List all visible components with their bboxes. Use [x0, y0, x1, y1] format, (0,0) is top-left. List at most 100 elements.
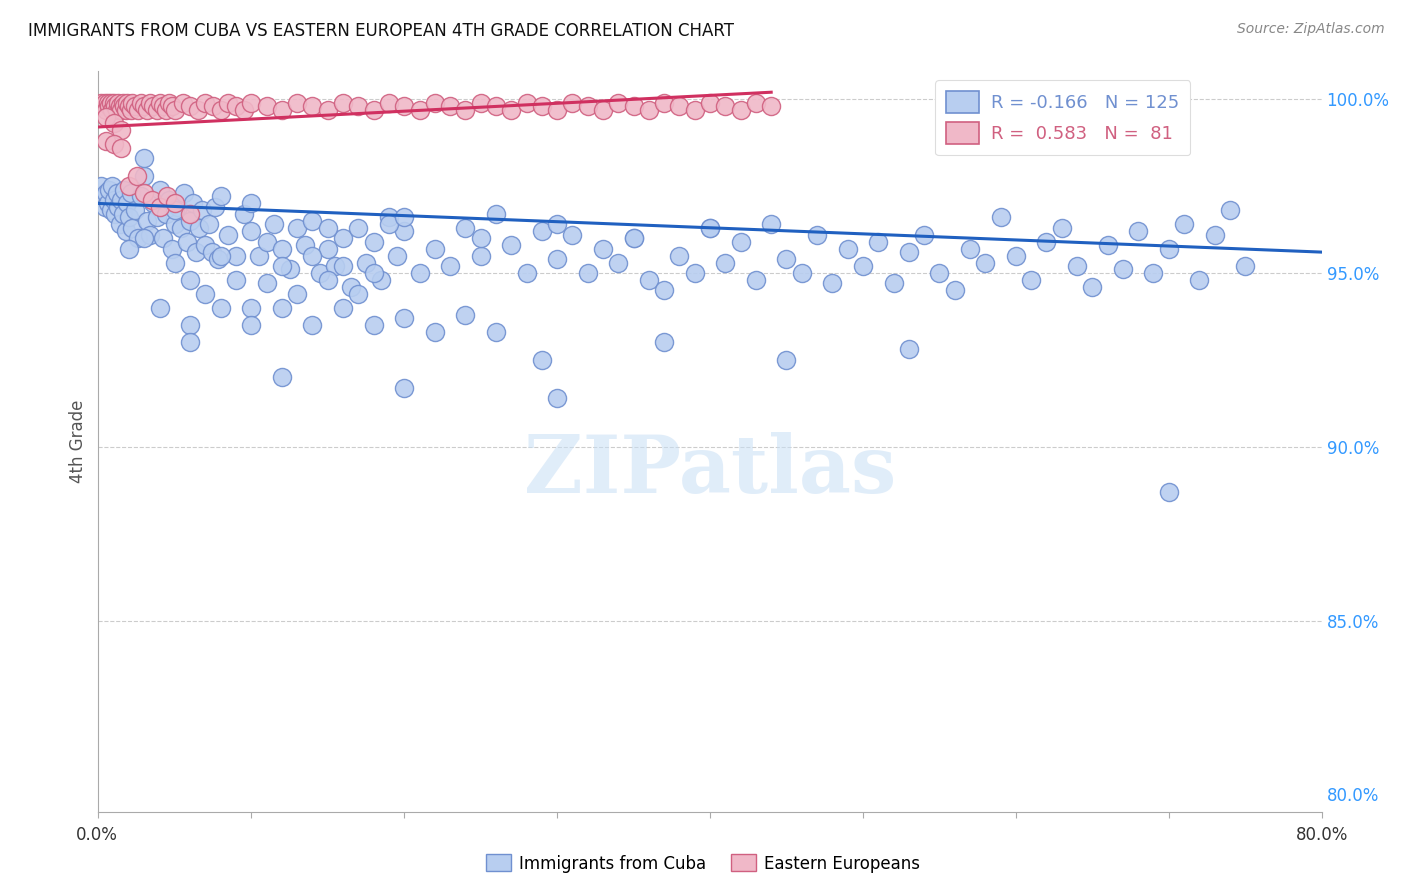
Point [347, 286, 370, 301]
Point [683, 103, 706, 117]
Point [127, 103, 149, 117]
Point [256, 277, 278, 291]
Point [103, 95, 125, 110]
Point [897, 245, 920, 260]
Point [149, 200, 172, 214]
Point [1112, 262, 1135, 277]
Point [170, 220, 193, 235]
Point [730, 235, 752, 249]
Point [98, 99, 121, 113]
Point [1004, 249, 1026, 263]
Point [209, 301, 232, 315]
Point [94, 103, 117, 117]
Point [240, 95, 263, 110]
Point [104, 99, 127, 113]
Point [149, 95, 172, 110]
Point [121, 220, 143, 235]
Point [546, 103, 568, 117]
Point [103, 193, 125, 207]
Point [485, 207, 508, 221]
Point [668, 99, 690, 113]
Point [163, 217, 186, 231]
Point [699, 95, 721, 110]
Point [301, 99, 323, 113]
Point [163, 203, 186, 218]
Point [821, 277, 844, 291]
Point [270, 103, 292, 117]
Point [179, 207, 201, 221]
Point [134, 231, 156, 245]
Point [186, 245, 208, 260]
Point [316, 242, 339, 256]
Point [125, 169, 148, 183]
Point [623, 99, 645, 113]
Point [501, 103, 523, 117]
Point [294, 238, 316, 252]
Point [370, 273, 392, 287]
Point [309, 266, 332, 280]
Point [134, 99, 156, 113]
Point [194, 238, 217, 252]
Point [127, 231, 149, 245]
Point [225, 99, 247, 113]
Point [775, 352, 797, 367]
Point [332, 95, 354, 110]
Point [117, 196, 139, 211]
Point [301, 318, 323, 332]
Point [209, 249, 232, 263]
Point [439, 99, 461, 113]
Legend: Immigrants from Cuba, Eastern Europeans: Immigrants from Cuba, Eastern Europeans [479, 847, 927, 880]
Point [118, 179, 141, 194]
Point [129, 189, 152, 203]
Point [485, 325, 508, 339]
Point [98, 182, 121, 196]
Point [530, 99, 553, 113]
Point [173, 186, 195, 200]
Text: 0.0%: 0.0% [76, 826, 118, 844]
Point [204, 200, 226, 214]
Point [134, 151, 156, 165]
Point [124, 99, 146, 113]
Point [332, 231, 354, 245]
Point [339, 280, 361, 294]
Point [392, 381, 416, 395]
Point [108, 99, 131, 113]
Point [454, 103, 477, 117]
Point [117, 95, 139, 110]
Point [256, 235, 278, 249]
Point [699, 220, 721, 235]
Point [97, 95, 120, 110]
Point [990, 211, 1012, 225]
Point [530, 352, 553, 367]
Point [263, 217, 285, 231]
Point [652, 95, 675, 110]
Point [110, 141, 132, 155]
Point [270, 301, 292, 315]
Point [187, 103, 209, 117]
Point [152, 231, 174, 245]
Point [1035, 235, 1057, 249]
Point [217, 95, 239, 110]
Point [652, 283, 675, 297]
Point [157, 95, 180, 110]
Point [332, 259, 354, 273]
Point [852, 259, 875, 273]
Text: 80.0%: 80.0% [1295, 826, 1348, 844]
Point [232, 207, 254, 221]
Point [561, 95, 583, 110]
Point [256, 99, 278, 113]
Text: Source: ZipAtlas.com: Source: ZipAtlas.com [1237, 22, 1385, 37]
Point [592, 103, 614, 117]
Point [1081, 280, 1104, 294]
Point [1097, 238, 1119, 252]
Point [408, 266, 430, 280]
Point [93, 200, 115, 214]
Point [163, 196, 186, 211]
Point [160, 242, 183, 256]
Point [516, 95, 538, 110]
Point [301, 249, 323, 263]
Point [94, 134, 117, 148]
Text: ZIPatlas: ZIPatlas [524, 432, 896, 510]
Point [163, 103, 186, 117]
Point [943, 283, 966, 297]
